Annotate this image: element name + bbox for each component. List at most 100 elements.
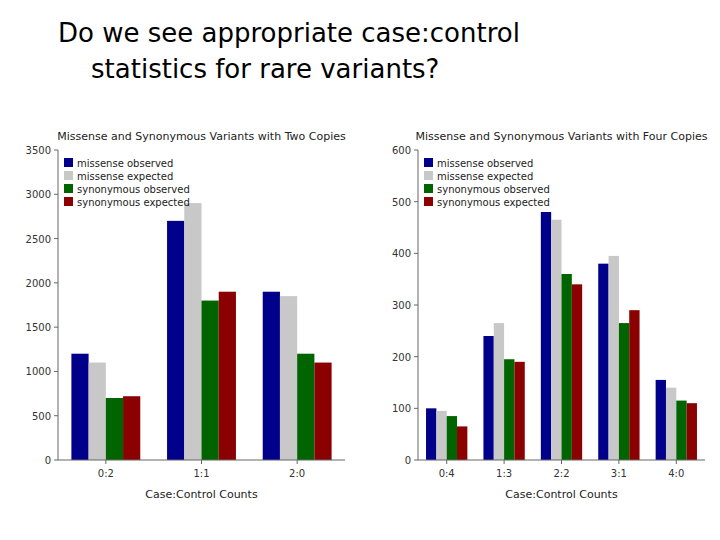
x-axis-label: Case:Control Counts (145, 488, 258, 501)
y-tick-label: 1500 (26, 322, 51, 333)
bar (629, 310, 639, 460)
bar (106, 398, 123, 460)
y-tick-label: 400 (392, 248, 411, 259)
bar (184, 203, 201, 460)
legend-label: missense observed (77, 158, 173, 169)
legend-swatch (424, 197, 433, 206)
y-tick-label: 3500 (26, 145, 51, 156)
bar (280, 296, 297, 460)
legend-swatch (64, 197, 73, 206)
x-tick (618, 460, 619, 464)
x-tick (446, 460, 447, 464)
y-tick-label: 200 (392, 352, 411, 363)
chart: Missense and Synonymous Variants with Tw… (26, 130, 346, 501)
legend-label: synonymous observed (437, 184, 550, 195)
y-tick-label: 2500 (26, 234, 51, 245)
y-tick (414, 305, 418, 306)
legend-swatch (424, 184, 433, 193)
legend-swatch (64, 171, 73, 180)
x-axis-label: Case:Control Counts (505, 488, 618, 501)
bar (494, 323, 504, 460)
y-tick-label: 0 (405, 455, 411, 466)
bar (314, 363, 331, 460)
x-tick (676, 460, 677, 464)
x-tick-label: 4:0 (668, 468, 684, 479)
chart-title: Missense and Synonymous Variants with Tw… (57, 130, 346, 143)
legend-swatch (424, 158, 433, 167)
bar (123, 396, 140, 460)
x-tick-label: 3:1 (611, 468, 627, 479)
legend-label: synonymous expected (437, 197, 550, 208)
bar (598, 264, 608, 460)
legend-label: missense expected (437, 171, 533, 182)
bar (457, 426, 467, 460)
y-tick (414, 356, 418, 357)
bar (483, 336, 493, 460)
y-tick-label: 0 (45, 455, 51, 466)
bar (676, 401, 686, 460)
y-tick-label: 600 (392, 145, 411, 156)
bar (514, 362, 524, 460)
bar (71, 354, 88, 460)
x-tick-label: 0:4 (439, 468, 455, 479)
x-tick (297, 460, 298, 464)
bar (297, 354, 314, 460)
bar (504, 359, 514, 460)
bars (426, 212, 697, 460)
chart-title: Missense and Synonymous Variants with Fo… (416, 130, 708, 143)
y-axis (418, 150, 419, 460)
bar (263, 292, 280, 460)
legend-swatch (64, 158, 73, 167)
legend: missense observedmissense expectedsynony… (424, 158, 550, 208)
bar (656, 380, 666, 460)
x-tick-label: 0:2 (98, 468, 114, 479)
y-tick (414, 460, 418, 461)
chart: Missense and Synonymous Variants with Fo… (392, 130, 708, 501)
y-tick (54, 460, 58, 461)
x-tick (561, 460, 562, 464)
y-tick (414, 253, 418, 254)
bar (619, 323, 629, 460)
figure-title: Do we see appropriate case:control (58, 18, 520, 48)
y-tick (54, 415, 58, 416)
y-tick-label: 1000 (26, 366, 51, 377)
bar (436, 411, 446, 460)
bar (167, 221, 184, 460)
y-axis (58, 150, 59, 460)
y-tick (414, 201, 418, 202)
bar (551, 220, 561, 460)
bar (572, 284, 582, 460)
y-tick-label: 300 (392, 300, 411, 311)
y-tick-label: 100 (392, 403, 411, 414)
bars (71, 203, 331, 460)
x-tick (105, 460, 106, 464)
x-tick (504, 460, 505, 464)
bar (562, 274, 572, 460)
y-tick-label: 500 (392, 197, 411, 208)
x-tick (201, 460, 202, 464)
x-tick-label: 2:0 (289, 468, 305, 479)
bar (447, 416, 457, 460)
figure-title: statistics for rare variants? (58, 54, 439, 84)
bar (666, 388, 676, 460)
y-tick (54, 327, 58, 328)
y-tick (54, 282, 58, 283)
bar (89, 363, 106, 460)
y-tick (54, 238, 58, 239)
y-tick (54, 194, 58, 195)
bar (687, 403, 697, 460)
legend-label: missense expected (77, 171, 173, 182)
x-tick-label: 1:1 (193, 468, 209, 479)
y-tick (54, 150, 58, 151)
y-tick (414, 408, 418, 409)
y-tick (414, 150, 418, 151)
x-tick-label: 1:3 (496, 468, 512, 479)
x-tick-label: 2:2 (553, 468, 569, 479)
legend-label: synonymous observed (77, 184, 190, 195)
y-tick-label: 500 (32, 411, 51, 422)
bar (426, 408, 436, 460)
y-tick (54, 371, 58, 372)
y-tick-label: 3000 (26, 189, 51, 200)
y-tick-label: 2000 (26, 278, 51, 289)
chart-root: Do we see appropriate case:control stati… (0, 0, 720, 540)
